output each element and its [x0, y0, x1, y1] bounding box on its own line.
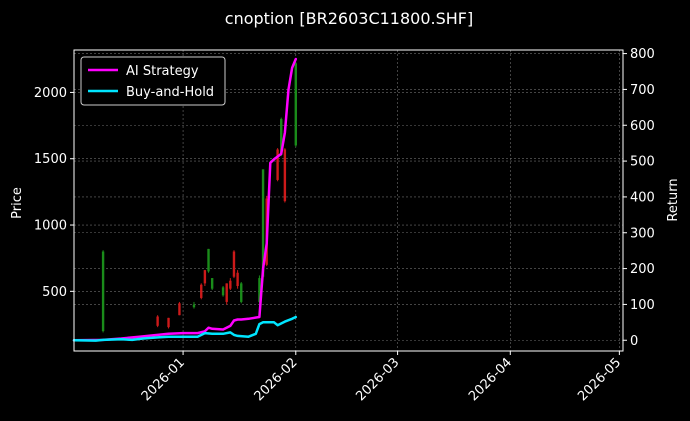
y-axis-right-title: Return [666, 178, 681, 221]
y-left-tick-label: 1000 [34, 219, 67, 234]
candle-body [294, 63, 297, 146]
plot-frame [73, 49, 624, 352]
y-right-tick-label: 800 [630, 47, 655, 62]
candle-body [232, 251, 236, 277]
grid-lines [74, 50, 623, 351]
candle-body [203, 270, 207, 284]
candle-body [276, 149, 279, 180]
candle-body [240, 283, 243, 302]
y-axis-right: 0 100 200 300 400 500 600 700 800 [623, 47, 655, 349]
candle-body [283, 149, 287, 202]
series-line-buy-and-hold [72, 315, 298, 342]
candle-body [167, 317, 170, 328]
candle-body [261, 169, 265, 277]
y-right-tick-label: 600 [630, 119, 655, 134]
y-right-tick-label: 200 [630, 262, 655, 277]
y-left-tick-label: 1500 [34, 152, 67, 167]
candle-body [229, 280, 232, 289]
y-right-tick-label: 500 [630, 155, 655, 170]
candle-body [101, 251, 105, 332]
candle-body [225, 283, 228, 302]
candle-body [200, 284, 203, 298]
y-axis-left: 500 1000 1500 2000 [34, 86, 74, 300]
candle-body [221, 287, 225, 296]
candle-body [280, 118, 283, 155]
candle-body [210, 278, 214, 289]
y-right-tick-label: 300 [630, 226, 655, 241]
candle-body [178, 303, 181, 316]
y-right-tick-label: 0 [630, 334, 638, 349]
y-right-tick-label: 400 [630, 190, 655, 205]
legend-label-ai-strategy: AI Strategy [126, 64, 199, 79]
candle-body [258, 278, 261, 302]
series-line-ai-strategy [72, 57, 298, 342]
legend: AI Strategy Buy-and-Hold [80, 56, 226, 106]
y-axis-left-title: Price [10, 187, 25, 219]
legend-label-buy-and-hold: Buy-and-Hold [126, 85, 214, 100]
candle-body [156, 316, 159, 326]
y-left-tick-label: 2000 [34, 86, 67, 101]
y-right-tick-label: 100 [630, 298, 655, 313]
candle-body [192, 304, 196, 308]
candle-body [207, 248, 210, 272]
return-series [72, 57, 298, 342]
y-left-tick-label: 500 [42, 285, 67, 300]
y-right-tick-label: 700 [630, 83, 655, 98]
chart-title: cnoption [BR2603C11800.SHF] [225, 9, 473, 28]
candle-body [236, 272, 239, 287]
